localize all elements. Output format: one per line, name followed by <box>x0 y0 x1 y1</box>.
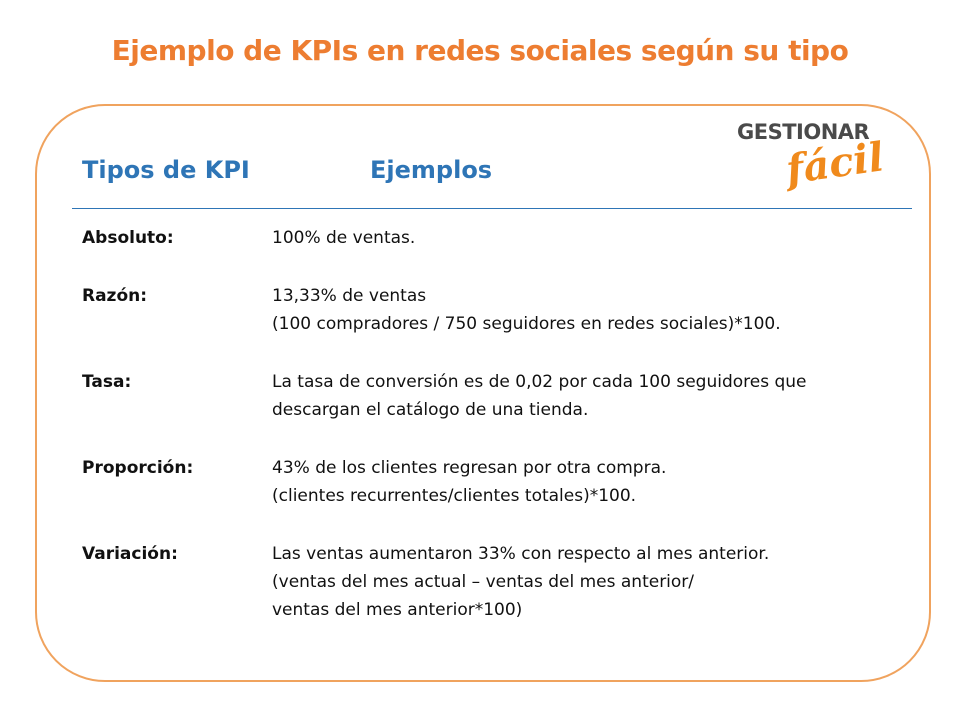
text-line: 100% de ventas. <box>272 228 416 248</box>
text-line: ventas del mes anterior*100) <box>272 600 523 620</box>
column-header: Ejemplos <box>370 156 493 184</box>
row-label: Variación: <box>82 544 178 564</box>
text-line: (clientes recurrentes/clientes totales)*… <box>272 486 637 506</box>
table-row: Absoluto: 100% de ventas. <box>82 224 912 252</box>
table-row: Tasa: La tasa de conversión es de 0,02 po… <box>82 368 912 424</box>
text-line: descargan el catálogo de una tienda. <box>272 400 589 420</box>
table-row: Razón: 13,33% de ventas (100 compradores /… <box>82 282 912 338</box>
row-label: Absoluto: <box>82 228 174 248</box>
frame <box>35 104 931 682</box>
text-line: (100 compradores / 750 seguidores en red… <box>272 314 781 334</box>
row-text: 13,33% de ventas (100 compradores / 750 s… <box>272 282 781 338</box>
row-label: Proporción: <box>82 458 194 478</box>
text-line: Las ventas aumentaron 33% con respecto a… <box>272 544 770 564</box>
header-rule <box>72 208 912 209</box>
text-line: 13,33% de ventas <box>272 286 427 306</box>
row-text: 43% de los clientes regresan por otra co… <box>272 454 666 510</box>
title: Ejemplo de KPIs en redes sociales según … <box>111 34 849 67</box>
text-line: (ventas del mes actual – ventas del mes … <box>272 572 695 592</box>
table-row: Proporción: 43% de los clientes regresan … <box>82 454 912 510</box>
table-body: Absoluto: 100% de ventas. Razón: 13,33% de … <box>82 224 912 654</box>
text-line: 43% de los clientes regresan por otra co… <box>272 458 667 478</box>
table-row: Variación: Las ventas aumentaron 33% con … <box>82 540 912 624</box>
column-header: Tipos de KPI <box>82 156 250 184</box>
row-text: 100% de ventas. <box>272 224 415 252</box>
row-label: Tasa: <box>82 372 132 392</box>
row-label: Razón: <box>82 286 148 306</box>
row-text: La tasa de conversión es de 0,02 por cad… <box>272 368 807 424</box>
row-text: Las ventas aumentaron 33% con respecto a… <box>272 540 769 624</box>
logo-text: GESTIONAR <box>737 120 870 144</box>
text-line: La tasa de conversión es de 0,02 por cad… <box>272 372 807 392</box>
